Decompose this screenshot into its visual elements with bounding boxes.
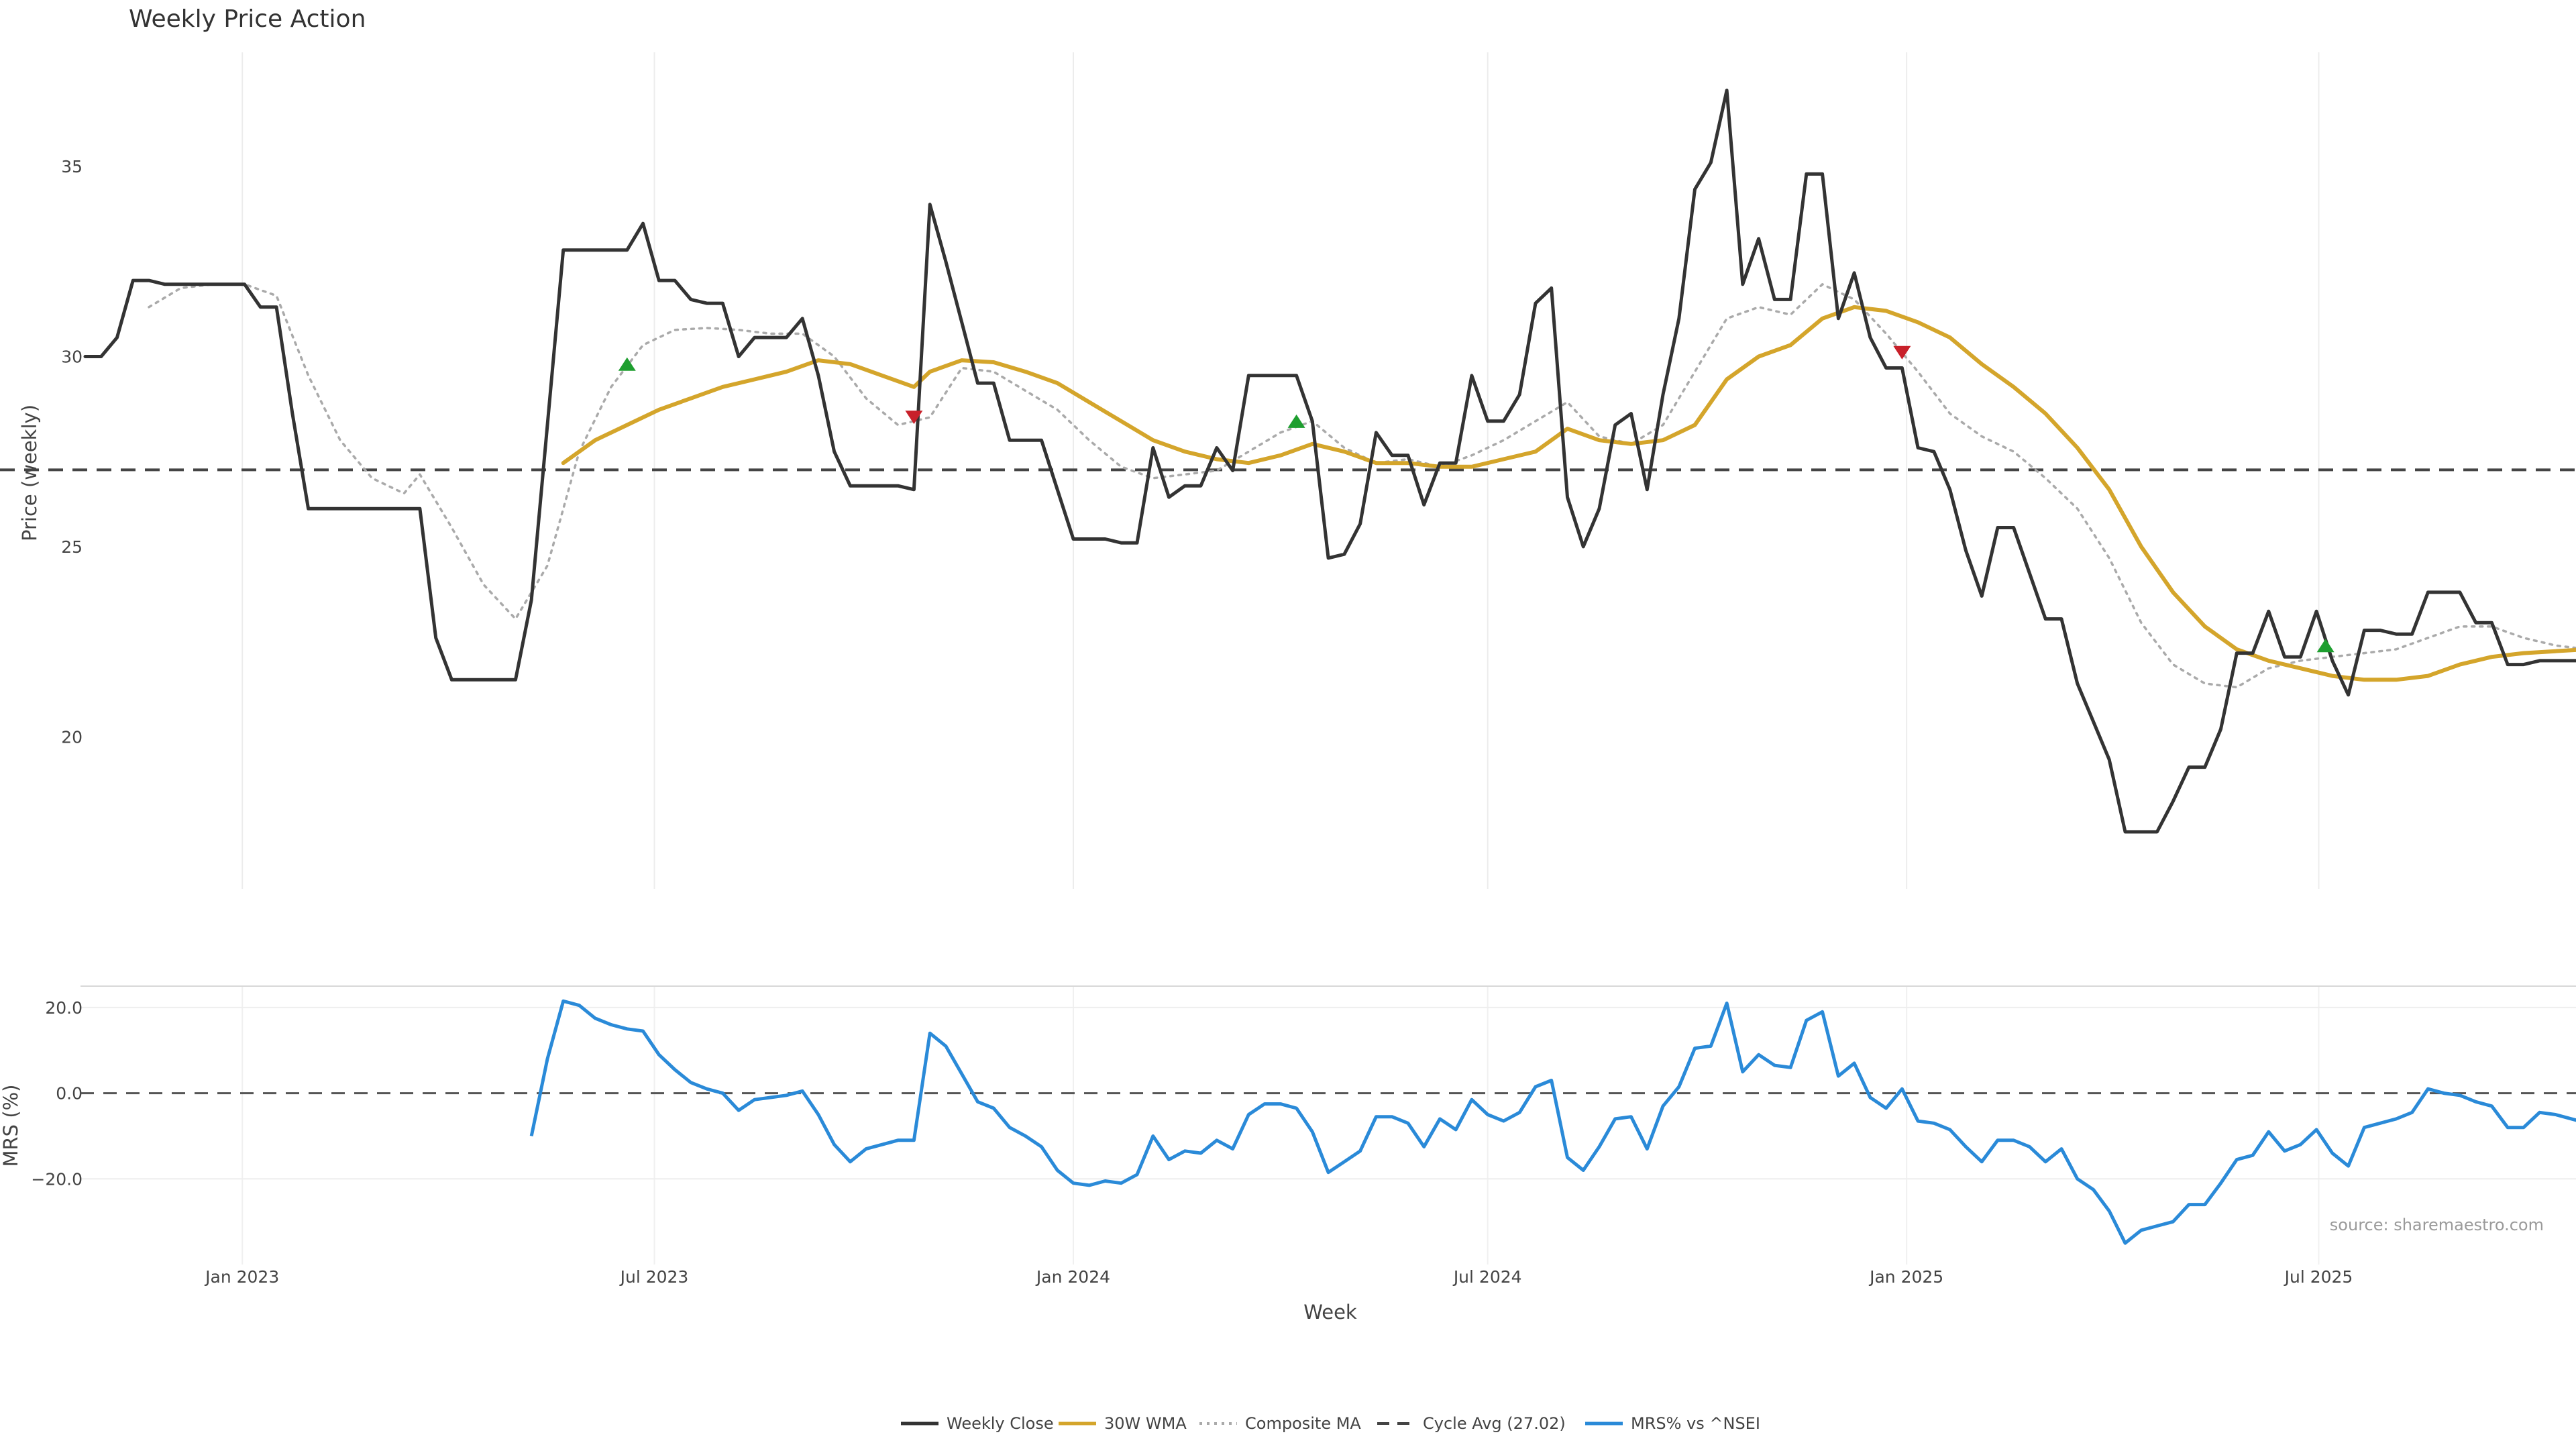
legend-item: MRS% vs ^NSEI: [1585, 1414, 1760, 1433]
legend-label: MRS% vs ^NSEI: [1631, 1414, 1760, 1433]
mrs-plot: [80, 999, 2576, 1245]
chart-title: Weekly Price Action: [129, 5, 366, 33]
x-tick-label: Jan 2023: [204, 1267, 279, 1287]
legend-item: Weekly Close: [901, 1414, 1054, 1433]
mrs-axis-label: MRS (%): [0, 1085, 22, 1167]
buy-signal-marker: [1287, 414, 1305, 428]
x-tick-label: Jan 2024: [1035, 1267, 1110, 1287]
price-y-tick-label: 25: [61, 537, 83, 557]
sell-signal-marker: [905, 411, 923, 425]
buy-signal-marker: [618, 357, 636, 371]
mrs-y-tick-label: 20.0: [45, 998, 83, 1018]
wma-30w-line: [561, 305, 2576, 682]
legend-item: Cycle Avg (27.02): [1377, 1414, 1566, 1433]
x-tick-label: Jul 2024: [1452, 1267, 1522, 1287]
x-tick-label: Jul 2025: [2284, 1267, 2353, 1287]
price-y-tick-label: 20: [61, 727, 83, 747]
price-axis-label: Price (weekly): [18, 405, 41, 541]
legend: Weekly Close 30W WMA Composite MA Cycle Avg…: [901, 1414, 1760, 1433]
sell-signal-marker: [1893, 345, 1911, 360]
buy-signal-marker: [2316, 639, 2334, 653]
legend-label: Weekly Close: [947, 1414, 1054, 1433]
x-tick-label: Jul 2023: [619, 1267, 689, 1287]
weekly-close-line: [83, 89, 2576, 834]
legend-label: 30W WMA: [1104, 1414, 1187, 1433]
x-tick-label: Jan 2025: [1868, 1267, 1943, 1287]
mrs-y-tick-label: −20.0: [31, 1169, 83, 1189]
legend-item: 30W WMA: [1059, 1414, 1187, 1433]
legend-label: Composite MA: [1245, 1414, 1361, 1433]
composite-ma-line: [148, 283, 2576, 689]
price-y-tick-label: 35: [61, 157, 83, 176]
legend-label: Cycle Avg (27.02): [1423, 1414, 1566, 1433]
source-note: source: sharemaestro.com: [2330, 1216, 2544, 1234]
mrs-y-tick-label: 0.0: [56, 1084, 83, 1104]
mrs-grid: Jan 2023 Jul 2023 Jan 2024 Jul 2024 Jan 2025…: [31, 985, 2576, 1287]
x-axis-label: Week: [1303, 1301, 1357, 1324]
legend-item: Composite MA: [1199, 1414, 1361, 1433]
mrs-line: [529, 999, 2576, 1245]
price-plot: [0, 89, 2576, 834]
price-y-tick-label: 30: [61, 347, 83, 366]
